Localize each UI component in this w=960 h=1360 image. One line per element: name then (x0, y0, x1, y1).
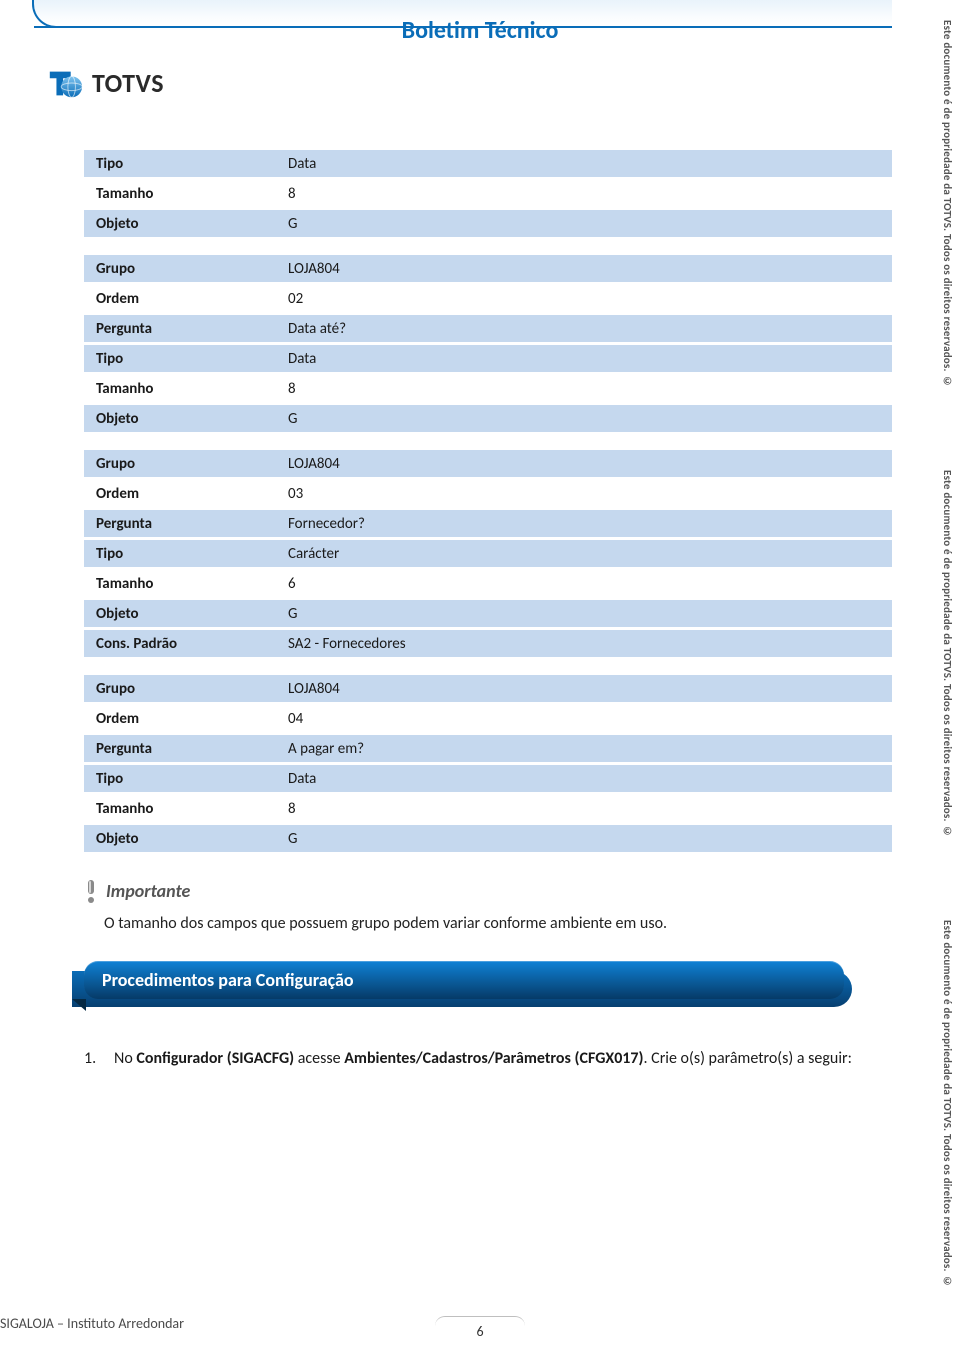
kv-value: Data (284, 770, 892, 788)
kv-value: G (284, 215, 892, 233)
important-label: Importante (106, 880, 190, 902)
kv-label: Grupo (84, 455, 284, 473)
kv-value: G (284, 830, 892, 848)
kv-label: Grupo (84, 680, 284, 698)
kv-row: Ordem04 (84, 705, 892, 732)
kv-label: Ordem (84, 710, 284, 728)
kv-group: GrupoLOJA804Ordem03PerguntaFornecedor?Ti… (84, 450, 892, 657)
kv-label: Tamanho (84, 185, 284, 203)
watermark-text: Este documento é de propriedade da TOTVS… (934, 20, 954, 388)
kv-label: Pergunta (84, 740, 284, 758)
kv-label: Tamanho (84, 380, 284, 398)
kv-label: Tamanho (84, 800, 284, 818)
step-text: No Configurador (SIGACFG) acesse Ambient… (114, 1047, 892, 1071)
kv-row: PerguntaA pagar em? (84, 735, 892, 762)
kv-row: Tamanho6 (84, 570, 892, 597)
section-banner: Procedimentos para Configuração (72, 961, 852, 1007)
footer-left: SIGALOJA – Instituto Arredondar (0, 1315, 184, 1332)
kv-row: ObjetoG (84, 405, 892, 432)
kv-value: Data (284, 155, 892, 173)
kv-label: Tipo (84, 350, 284, 368)
kv-row: TipoData (84, 150, 892, 177)
kv-group: GrupoLOJA804Ordem04PerguntaA pagar em?Ti… (84, 675, 892, 852)
step-text-part: acesse (294, 1049, 344, 1068)
kv-value: 8 (284, 380, 892, 398)
kv-value: G (284, 605, 892, 623)
kv-label: Objeto (84, 830, 284, 848)
step-1: 1. No Configurador (SIGACFG) acesse Ambi… (84, 1047, 892, 1071)
kv-value: Fornecedor? (284, 515, 892, 533)
kv-row: ObjetoG (84, 825, 892, 852)
kv-row: GrupoLOJA804 (84, 255, 892, 282)
step-text-part: . Crie o(s) parâmetro(s) a seguir: (644, 1049, 852, 1068)
important-note: O tamanho dos campos que possuem grupo p… (104, 914, 892, 933)
kv-row: Tamanho8 (84, 795, 892, 822)
kv-value: LOJA804 (284, 680, 892, 698)
kv-label: Grupo (84, 260, 284, 278)
kv-label: Objeto (84, 410, 284, 428)
kv-label: Tipo (84, 545, 284, 563)
kv-value: Data (284, 350, 892, 368)
kv-row: TipoCarácter (84, 540, 892, 567)
kv-value: Data até? (284, 320, 892, 338)
main-content: TipoDataTamanho8ObjetoGGrupoLOJA804Ordem… (84, 150, 892, 1071)
kv-value: LOJA804 (284, 455, 892, 473)
kv-label: Pergunta (84, 515, 284, 533)
kv-label: Ordem (84, 290, 284, 308)
kv-value: Carácter (284, 545, 892, 563)
kv-label: Objeto (84, 215, 284, 233)
kv-row: PerguntaData até? (84, 315, 892, 342)
watermark-text: Este documento é de propriedade da TOTVS… (934, 920, 954, 1288)
kv-row: TipoData (84, 345, 892, 372)
kv-value: 02 (284, 290, 892, 308)
kv-row: ObjetoG (84, 210, 892, 237)
kv-row: GrupoLOJA804 (84, 450, 892, 477)
kv-value: 8 (284, 185, 892, 203)
kv-row: TipoData (84, 765, 892, 792)
kv-group: GrupoLOJA804Ordem02PerguntaData até?Tipo… (84, 255, 892, 432)
step-number: 1. (84, 1047, 114, 1071)
watermark-text: Este documento é de propriedade da TOTVS… (934, 470, 954, 838)
kv-label: Tipo (84, 770, 284, 788)
page-number: 6 (435, 1316, 525, 1340)
kv-row: ObjetoG (84, 600, 892, 627)
step-text-bold: Configurador (SIGACFG) (136, 1049, 294, 1068)
kv-value: A pagar em? (284, 740, 892, 758)
section-title: Procedimentos para Configuração (84, 961, 844, 999)
kv-label: Objeto (84, 605, 284, 623)
step-text-bold: Ambientes/Cadastros/Parâmetros (CFGX017) (344, 1049, 643, 1068)
kv-group: TipoDataTamanho8ObjetoG (84, 150, 892, 237)
kv-label: Pergunta (84, 320, 284, 338)
kv-row: Ordem03 (84, 480, 892, 507)
kv-row: GrupoLOJA804 (84, 675, 892, 702)
kv-value: 04 (284, 710, 892, 728)
kv-row: Cons. PadrãoSA2 - Fornecedores (84, 630, 892, 657)
kv-label: Cons. Padrão (84, 635, 284, 653)
important-callout: Importante (84, 878, 892, 904)
kv-value: 6 (284, 575, 892, 593)
kv-label: Tipo (84, 155, 284, 173)
kv-label: Tamanho (84, 575, 284, 593)
kv-value: LOJA804 (284, 260, 892, 278)
kv-row: Ordem02 (84, 285, 892, 312)
kv-value: 03 (284, 485, 892, 503)
kv-row: Tamanho8 (84, 375, 892, 402)
step-text-part: No (114, 1049, 136, 1068)
kv-row: Tamanho8 (84, 180, 892, 207)
kv-value: SA2 - Fornecedores (284, 635, 892, 653)
kv-value: G (284, 410, 892, 428)
exclamation-icon (84, 878, 98, 904)
kv-label: Ordem (84, 485, 284, 503)
kv-value: 8 (284, 800, 892, 818)
kv-row: PerguntaFornecedor? (84, 510, 892, 537)
